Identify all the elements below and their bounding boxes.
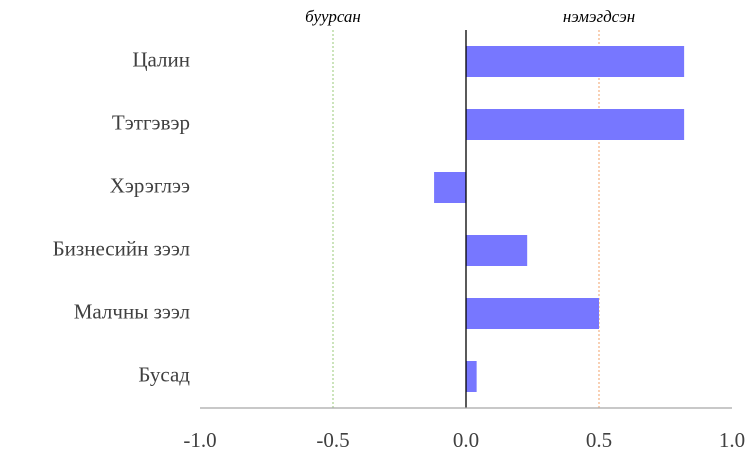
bar-4: [466, 298, 599, 329]
bars: [434, 46, 685, 392]
bar-1: [466, 109, 685, 140]
bar-3: [466, 235, 528, 266]
x-tick-labels: -1.0 -0.5 0.0 0.5 1.0: [183, 428, 745, 452]
category-label-5: Бусад: [138, 362, 190, 386]
bar-0: [466, 46, 685, 77]
annotation-1: нэмэгдсэн: [563, 7, 635, 26]
category-label-4: Малчны зээл: [74, 299, 190, 323]
category-label-3: Бизнесийн зээл: [53, 236, 190, 260]
annotation-0: буурсан: [305, 7, 361, 26]
category-label-2: Хэрэглээ: [110, 173, 190, 197]
x-tick-label-2: 0.0: [453, 428, 479, 452]
annotations: буурсан нэмэгдсэн: [305, 7, 635, 26]
category-label-1: Тэтгэвэр: [112, 110, 190, 134]
x-tick-label-3: 0.5: [586, 428, 612, 452]
x-tick-label-1: -0.5: [316, 428, 349, 452]
category-labels: Цалин Тэтгэвэр Хэрэглээ Бизнесийн зээл Малчн…: [53, 47, 191, 386]
bar-5: [466, 361, 477, 392]
x-tick-label-4: 1.0: [719, 428, 745, 452]
reference-lines: [332, 30, 600, 408]
bar-2: [434, 172, 466, 203]
x-tick-label-0: -1.0: [183, 428, 216, 452]
category-label-0: Цалин: [132, 47, 190, 71]
